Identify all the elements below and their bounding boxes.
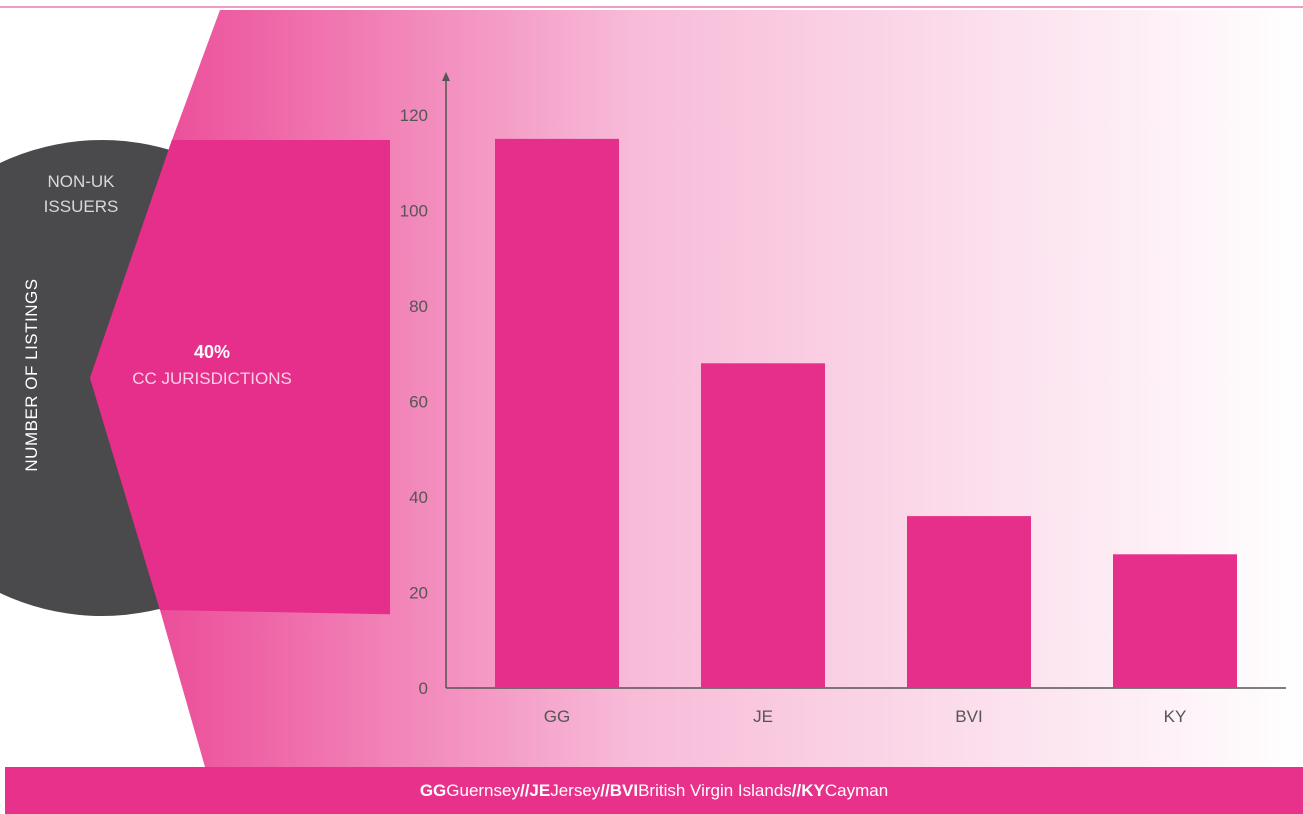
non-uk-label-line2: ISSUERS (44, 197, 119, 216)
y-tick-label: 100 (400, 202, 428, 221)
bar-ky (1113, 554, 1237, 688)
legend-separator: // (519, 780, 530, 800)
legend-abbr-je: JE (529, 780, 551, 800)
bar-bvi (907, 516, 1031, 688)
bar-gg (495, 138, 619, 688)
legend-name-je: Jersey (550, 780, 601, 800)
legend-abbr-gg: GG (419, 780, 447, 800)
y-tick-label: 60 (409, 393, 428, 412)
non-uk-label-line1: NON-UK (47, 172, 115, 191)
legend-separator: // (600, 780, 610, 800)
x-tick-label-gg: GG (544, 707, 570, 726)
y-axis-arrow-icon (442, 72, 450, 81)
legend-footer: GG Guernsey // JE Jersey // BVI British … (5, 767, 1303, 814)
y-tick-label: 40 (409, 488, 428, 507)
legend-name-gg: Guernsey (446, 780, 520, 800)
cc-caption: CC JURISDICTIONS (132, 369, 292, 388)
top-rule (0, 6, 1303, 8)
legend-name-bvi: British Virgin Islands (638, 780, 792, 800)
y-tick-label: 80 (409, 297, 428, 316)
y-tick-label: 120 (400, 106, 428, 125)
non-uk-segment (0, 140, 90, 616)
proportion-circle (0, 140, 390, 616)
y-tick-label: 20 (409, 584, 428, 603)
legend-separator: // (791, 780, 802, 800)
bar-je (701, 363, 825, 688)
cc-percentage: 40% (194, 342, 230, 362)
legend-name-ky: Cayman (824, 780, 889, 800)
x-tick-label-bvi: BVI (955, 707, 982, 726)
cc-arc-cover (90, 140, 367, 610)
y-axis-title: NUMBER OF LISTINGS (22, 278, 41, 471)
legend-abbr-bvi: BVI (609, 780, 639, 800)
y-tick-label: 0 (419, 679, 428, 698)
x-tick-label-ky: KY (1164, 707, 1187, 726)
x-tick-label-je: JE (753, 707, 773, 726)
legend-abbr-ky: KY (801, 780, 825, 800)
